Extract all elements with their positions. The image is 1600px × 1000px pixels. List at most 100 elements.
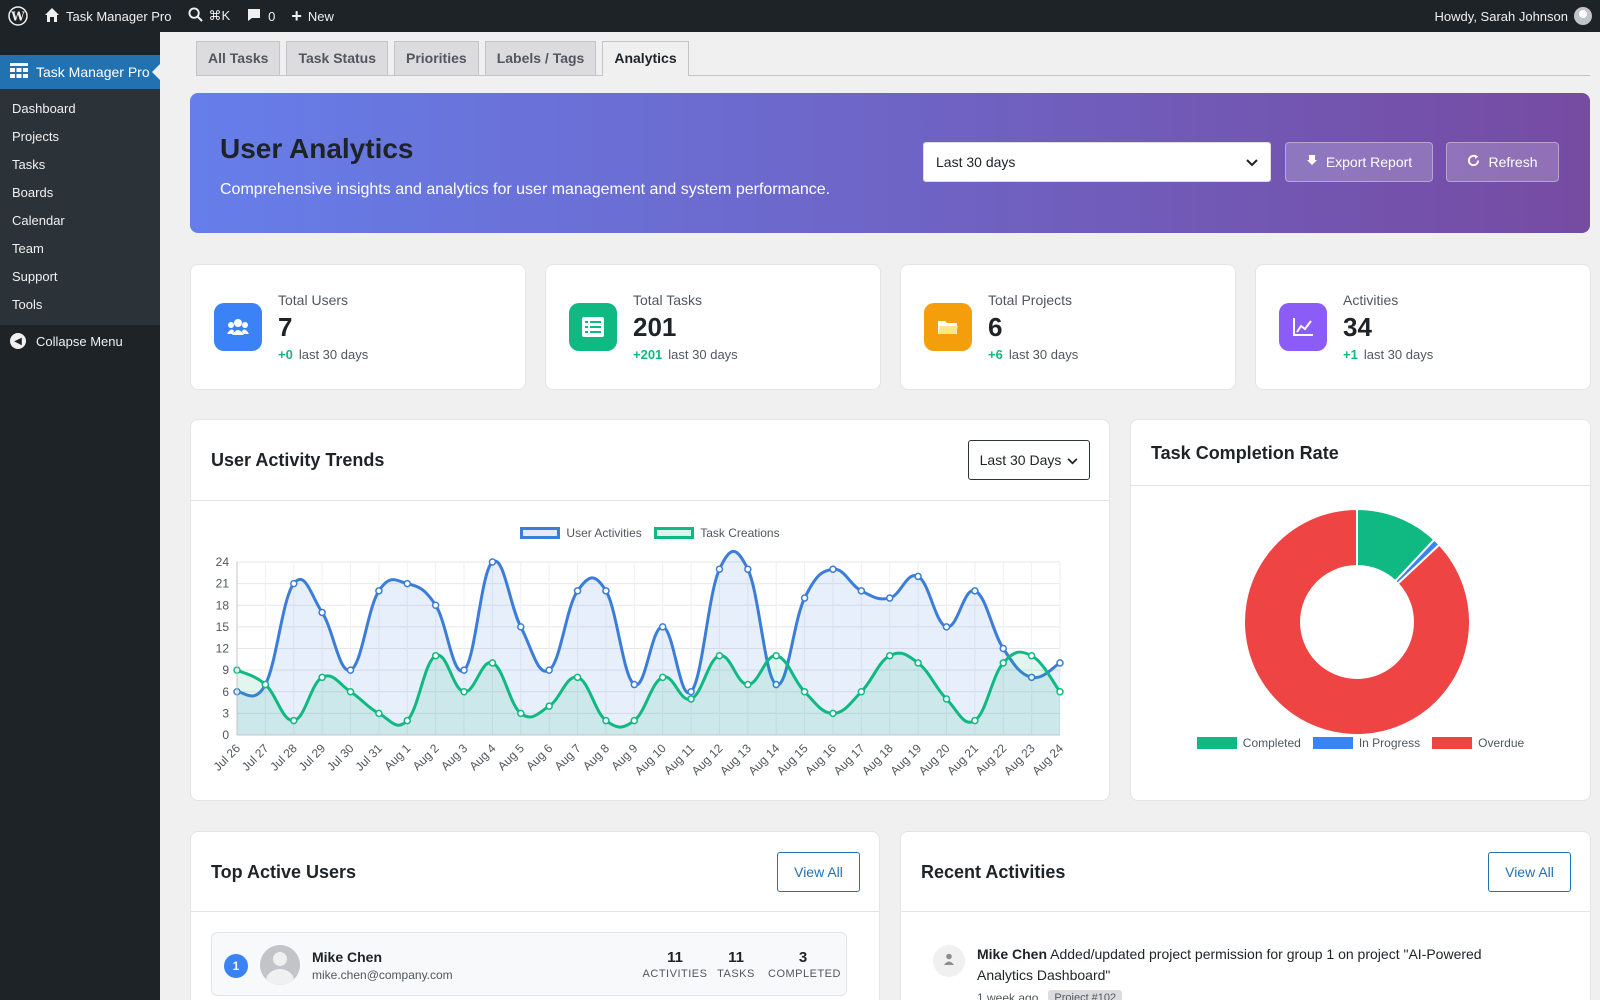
refresh-button[interactable]: Refresh xyxy=(1446,142,1559,182)
activity-text: Added/updated project permission for gro… xyxy=(977,946,1482,983)
activities-stat: 11 ACTIVITIES xyxy=(640,949,710,980)
stat-value: 7 xyxy=(278,312,293,342)
sidebar-item-support[interactable]: Support xyxy=(12,269,58,284)
panel-divider xyxy=(191,911,879,912)
search-shortcut[interactable]: ⌘K xyxy=(180,0,239,32)
trends-range-select[interactable]: Last 30 Days xyxy=(968,440,1090,480)
data-point xyxy=(403,716,412,725)
legend-item[interactable]: Overdue xyxy=(1432,736,1524,750)
legend-item[interactable]: Completed xyxy=(1196,736,1301,750)
data-point xyxy=(744,565,752,573)
sidebar-item-dashboard[interactable]: Dashboard xyxy=(12,101,76,116)
legend-label: In Progress xyxy=(1358,736,1421,750)
y-tick-label: 6 xyxy=(222,685,229,699)
stat-delta: +201 xyxy=(633,347,663,362)
stat-delta: +1 xyxy=(1343,347,1358,362)
chevron-down-icon xyxy=(1067,452,1078,468)
series-area xyxy=(237,652,1060,735)
users-icon xyxy=(214,303,262,351)
refresh-label: Refresh xyxy=(1488,154,1538,170)
x-tick-label: Aug 1 xyxy=(381,741,413,773)
export-report-button[interactable]: Export Report xyxy=(1285,142,1433,182)
stat-delta: +6 xyxy=(988,347,1003,362)
legend-swatch xyxy=(1432,737,1473,749)
collapse-menu-button[interactable]: ◀ Collapse Menu xyxy=(0,325,160,357)
analytics-hero: User Analytics Comprehensive insights an… xyxy=(190,93,1590,233)
plus-icon: + xyxy=(291,6,302,26)
stat-footer: +0 last 30 days xyxy=(278,347,368,362)
site-name-link[interactable]: Task Manager Pro xyxy=(36,0,180,32)
x-tick-label: Jul 27 xyxy=(239,741,272,774)
chart-line-icon xyxy=(1279,303,1327,351)
date-range-select[interactable]: Last 30 days xyxy=(923,142,1271,182)
legend-item[interactable]: Task Creations xyxy=(654,526,780,540)
stat-footer: +201 last 30 days xyxy=(633,347,738,362)
new-content-link[interactable]: + New xyxy=(283,0,342,32)
list-item[interactable]: Mike Chen Added/updated project permissi… xyxy=(977,944,1537,986)
x-tick-label: Aug 24 xyxy=(1029,741,1066,778)
stat-label: Total Projects xyxy=(988,292,1073,308)
view-all-activities-button[interactable]: View All xyxy=(1488,852,1571,892)
data-point xyxy=(375,709,383,718)
data-point xyxy=(687,688,695,696)
x-tick-label: Aug 4 xyxy=(466,741,498,773)
nav-tabs: All Tasks Task Status Priorities Labels … xyxy=(196,41,1590,76)
user-avatar-icon xyxy=(1574,7,1592,25)
legend-item[interactable]: User Activities xyxy=(520,526,642,540)
legend-item[interactable]: In Progress xyxy=(1312,736,1421,750)
activities-count: 11 xyxy=(667,949,683,966)
sidebar-item-boards[interactable]: Boards xyxy=(12,185,54,200)
x-tick-label: Aug 10 xyxy=(632,741,669,778)
stat-value: 201 xyxy=(633,312,677,342)
stat-card-activities: Activities 34 +1 last 30 days xyxy=(1255,264,1591,390)
data-point xyxy=(687,695,695,703)
x-tick-label: Aug 6 xyxy=(523,741,555,773)
legend-label: Task Creations xyxy=(700,526,780,540)
sidebar-item-team[interactable]: Team xyxy=(12,241,44,256)
legend-swatch xyxy=(654,527,695,539)
tab-analytics[interactable]: Analytics xyxy=(602,41,689,76)
comments-count: 0 xyxy=(268,8,276,24)
comments-link[interactable]: 0 xyxy=(238,0,283,32)
pie-slice-overdue[interactable] xyxy=(1243,507,1471,736)
data-point xyxy=(1027,673,1036,682)
panel-title: Recent Activities xyxy=(921,862,1066,882)
tab-labels-tags[interactable]: Labels / Tags xyxy=(484,41,597,75)
panel-divider xyxy=(1131,485,1590,486)
sidebar-submenu: Dashboard Projects Tasks Boards Calendar… xyxy=(0,89,160,325)
sidebar-item-tools[interactable]: Tools xyxy=(12,297,43,312)
data-point xyxy=(1056,659,1064,667)
data-point xyxy=(517,623,525,631)
sidebar-item-projects[interactable]: Projects xyxy=(12,129,59,144)
data-point xyxy=(942,623,951,631)
view-all-users-button[interactable]: View All xyxy=(777,852,860,892)
sidebar-item-tasks[interactable]: Tasks xyxy=(12,157,46,172)
activity-meta: 1 week ago Project #102 xyxy=(977,990,1123,1000)
data-point xyxy=(857,587,866,595)
table-row[interactable]: 1 Mike Chen mike.chen@company.com 11 ACTI… xyxy=(211,932,847,996)
tab-priorities[interactable]: Priorities xyxy=(393,41,479,75)
tab-all-tasks[interactable]: All Tasks xyxy=(196,41,281,75)
y-tick-label: 0 xyxy=(222,728,229,742)
sidebar-item-task-manager-pro[interactable]: Task Manager Pro xyxy=(0,55,160,89)
x-tick-label: Jul 28 xyxy=(267,741,300,774)
data-point xyxy=(829,565,837,573)
page-subtitle: Comprehensive insights and analytics for… xyxy=(220,181,831,198)
stat-footer: +1 last 30 days xyxy=(1343,347,1433,362)
data-point xyxy=(999,644,1007,653)
stat-footer: +6 last 30 days xyxy=(988,347,1078,362)
y-tick-label: 18 xyxy=(216,598,230,612)
wordpress-logo-icon[interactable]: W xyxy=(0,0,36,32)
sidebar-item-calendar[interactable]: Calendar xyxy=(12,213,65,228)
data-point xyxy=(971,587,979,595)
home-icon xyxy=(44,7,60,26)
y-tick-label: 15 xyxy=(216,620,230,634)
data-point xyxy=(715,651,724,660)
tab-task-status[interactable]: Task Status xyxy=(286,41,388,75)
data-point xyxy=(800,594,809,602)
data-point xyxy=(488,558,497,566)
data-point xyxy=(857,688,866,696)
x-tick-label: Aug 3 xyxy=(438,741,470,773)
user-icon xyxy=(943,952,955,970)
user-account-menu[interactable]: Howdy, Sarah Johnson xyxy=(1427,0,1600,32)
